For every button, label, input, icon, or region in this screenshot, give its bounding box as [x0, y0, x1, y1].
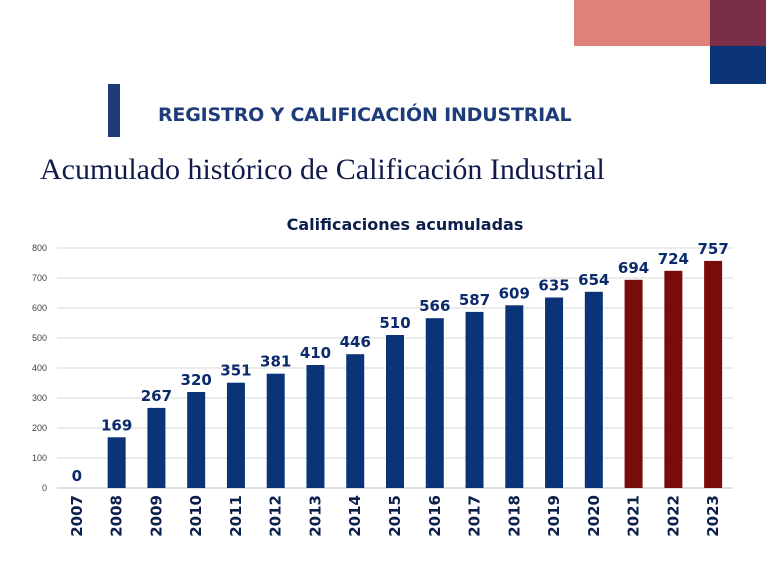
- data-label: 609: [499, 284, 530, 302]
- y-tick-label: 700: [32, 273, 47, 283]
- x-tick-label: 2010: [187, 495, 205, 537]
- x-tick-label: 2019: [545, 495, 563, 537]
- data-label: 320: [181, 371, 212, 389]
- data-label: 566: [419, 297, 450, 315]
- data-label: 267: [141, 387, 172, 405]
- bar-chart: Calificaciones acumuladas 0 100 200 300 400 50…: [32, 215, 733, 537]
- y-tick-label: 800: [32, 243, 47, 253]
- data-label: 446: [340, 333, 371, 351]
- bar: [584, 291, 603, 488]
- x-tick-label: 2023: [704, 495, 722, 537]
- decorative-block-salmon: [574, 0, 710, 46]
- heading-accent-bar: [108, 84, 120, 137]
- data-label: 510: [379, 314, 410, 332]
- data-label: 694: [618, 259, 649, 277]
- y-tick-label: 0: [42, 483, 47, 493]
- bar: [187, 392, 206, 488]
- data-label: 587: [459, 291, 490, 309]
- data-label: 410: [300, 344, 331, 362]
- data-label: 724: [658, 250, 689, 268]
- section-heading: REGISTRO Y CALIFICACIÓN INDUSTRIAL: [158, 104, 572, 126]
- x-tick-label: 2008: [108, 495, 126, 537]
- bar: [306, 365, 325, 488]
- x-tick-label: 2021: [625, 495, 643, 537]
- x-tick-label: 2014: [346, 495, 364, 537]
- bar: [107, 437, 126, 488]
- x-tick-label: 2012: [267, 495, 285, 537]
- x-tick-label: 2018: [505, 495, 523, 537]
- bar: [624, 279, 643, 488]
- y-tick-label: 200: [32, 423, 47, 433]
- x-tick-label: 2022: [664, 495, 682, 537]
- data-label: 381: [260, 353, 291, 371]
- data-label: 169: [101, 416, 132, 434]
- bar: [704, 260, 723, 488]
- y-tick-label: 400: [32, 363, 47, 373]
- x-tick-label: 2017: [466, 495, 484, 537]
- bar: [664, 270, 683, 488]
- x-tick-label: 2007: [68, 495, 86, 537]
- slide-title: Acumulado histórico de Calificación Indu…: [40, 153, 605, 186]
- bar: [346, 354, 365, 488]
- y-tick-label: 600: [32, 303, 47, 313]
- bar: [147, 407, 166, 488]
- x-tick-label: 2009: [147, 495, 165, 537]
- data-label: 635: [538, 277, 569, 295]
- decorative-block-navy: [710, 46, 766, 84]
- bar: [465, 311, 484, 488]
- y-tick-label: 500: [32, 333, 47, 343]
- bar: [266, 373, 285, 488]
- bar: [386, 335, 404, 488]
- data-label: 654: [578, 271, 609, 289]
- x-tick-label: 2015: [386, 495, 404, 537]
- y-tick-label: 300: [32, 393, 47, 403]
- data-label: 757: [697, 240, 728, 258]
- x-tick-label: 2011: [227, 495, 245, 537]
- x-tick-label: 2020: [585, 495, 603, 537]
- x-tick-label: 2016: [426, 495, 444, 537]
- bar: [226, 382, 245, 488]
- bar: [425, 318, 444, 488]
- data-label: 351: [220, 362, 251, 380]
- y-tick-label: 100: [32, 453, 47, 463]
- bar: [505, 305, 524, 488]
- bar: [545, 297, 564, 488]
- data-label: 0: [72, 467, 82, 485]
- chart-title: Calificaciones acumuladas: [287, 215, 524, 234]
- x-tick-label: 2013: [306, 495, 324, 537]
- decorative-block-maroon: [710, 0, 766, 46]
